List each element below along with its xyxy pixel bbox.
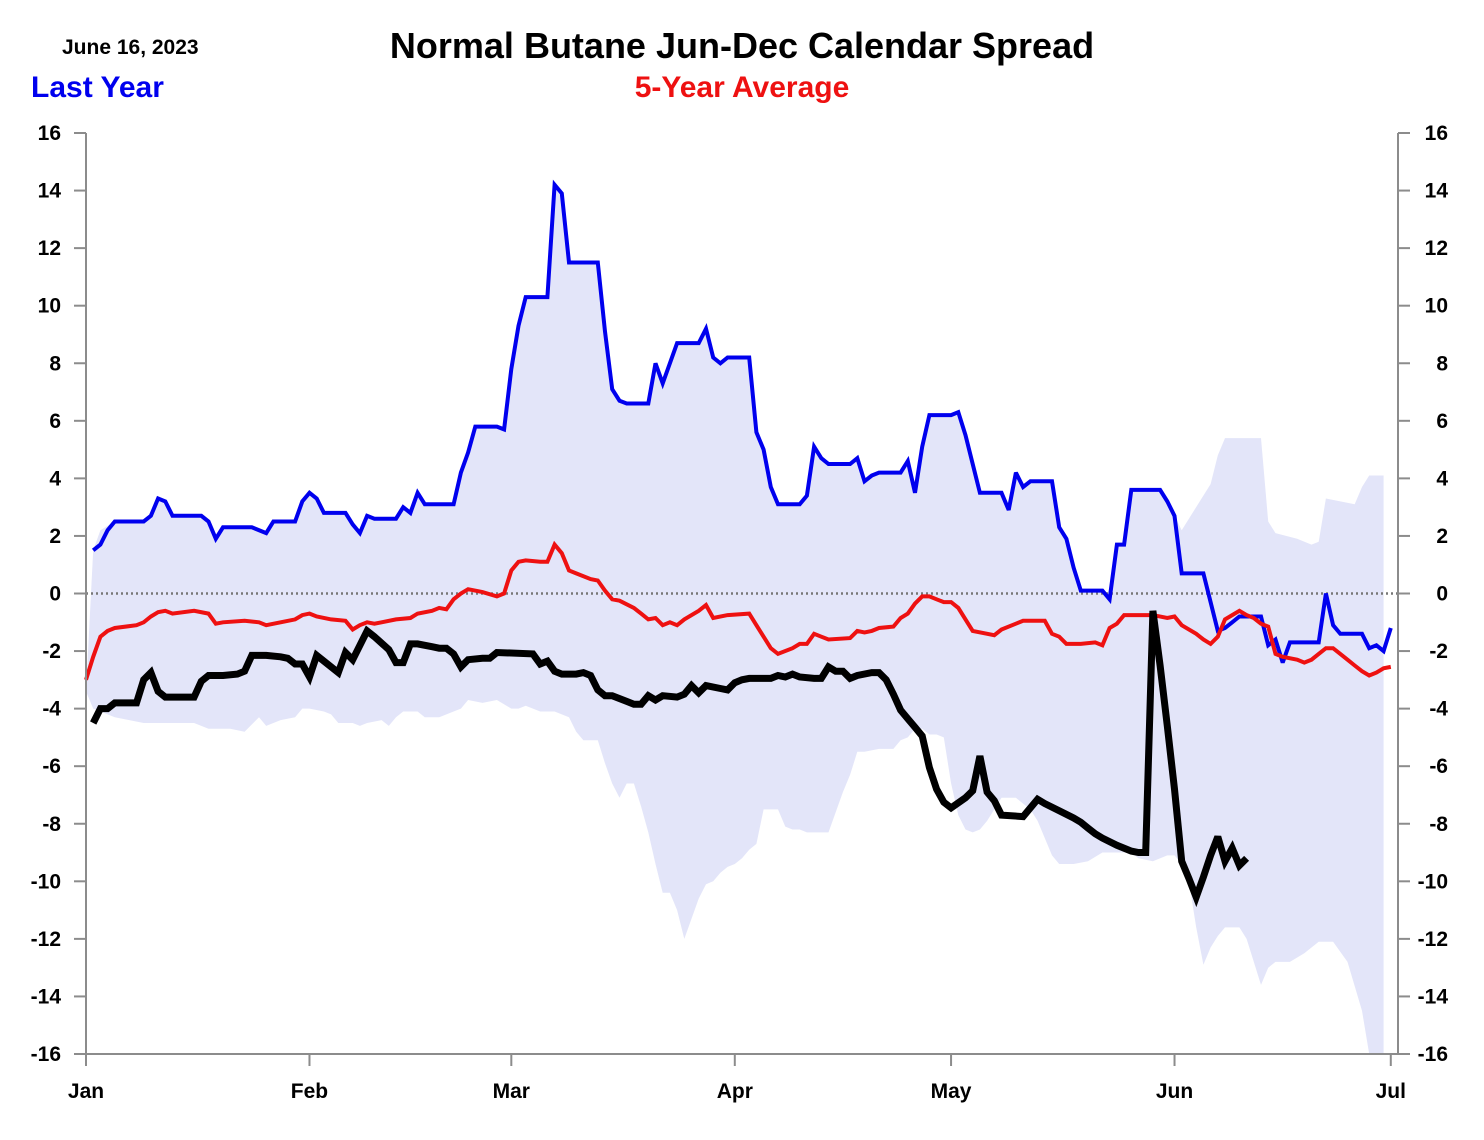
x-tick-label-apr: Apr [717,1080,753,1103]
chart-title: Normal Butane Jun-Dec Calendar Spread [390,25,1094,66]
series-line-last-year [91,179,1393,664]
y-tick-label-right: -2 [1429,640,1448,663]
y-tick-label-left: 4 [49,467,61,490]
series-line-2023 [90,610,1250,908]
y-tick-label-left: 6 [49,410,61,433]
y-tick-label-left: 14 [38,180,62,203]
y-tick-label-right: 10 [1425,295,1448,318]
series-line-5-year-average [84,540,1392,681]
y-tick-label-right: 4 [1436,467,1448,490]
x-tick-label-jul: Jul [1376,1080,1406,1103]
y-tick-label-right: -4 [1429,698,1448,721]
y-tick-label-left: 10 [38,295,61,318]
y-tick-label-right: -10 [1418,870,1448,893]
axis-layer: 16 16 14 14 12 12 10 10 8 8 6 6 4 4 2 2 0 0 -2 -2 -4 -4 -6 -6 -8… [31,122,1449,1103]
y-tick-label-right: 8 [1436,352,1448,375]
y-tick-label-left: 2 [49,525,61,548]
y-tick-label-left: 16 [38,122,61,145]
y-tick-label-right: -6 [1429,755,1448,778]
range-band-area [86,184,1384,1055]
y-tick-label-left: 0 [49,583,61,606]
y-tick-label-left: -10 [31,870,61,893]
y-tick-label-right: -12 [1418,928,1448,951]
legend-5-year-average: 5-Year Average [635,71,850,104]
y-tick-label-left: 8 [49,352,61,375]
y-tick-label-left: -6 [42,755,61,778]
x-tick-label-jan: Jan [68,1080,104,1103]
legend-last-year: Last Year [31,71,164,104]
date-label: June 16, 2023 [62,36,199,59]
y-tick-label-right: 6 [1436,410,1448,433]
x-tick-label-mar: Mar [493,1080,530,1103]
x-tick-label-feb: Feb [291,1080,328,1103]
range-band-layer [86,184,1384,1055]
y-tick-label-left: -8 [42,813,61,836]
y-tick-label-right: 12 [1425,237,1448,260]
y-tick-label-right: -16 [1418,1043,1448,1066]
y-tick-label-left: -12 [31,928,61,951]
y-tick-label-left: -4 [42,698,61,721]
y-tick-label-left: 12 [38,237,61,260]
y-tick-label-right: -8 [1429,813,1448,836]
y-tick-label-right: -14 [1418,985,1449,1008]
y-tick-label-right: 2 [1436,525,1448,548]
y-tick-label-left: -2 [42,640,61,663]
x-tick-label-jun: Jun [1156,1080,1193,1103]
series-layer [84,179,1393,908]
y-tick-label-right: 14 [1425,180,1449,203]
y-tick-label-left: -14 [31,985,62,1008]
y-tick-label-left: -16 [31,1043,61,1066]
y-tick-label-right: 16 [1425,122,1448,145]
x-tick-label-may: May [931,1080,972,1103]
y-tick-label-right: 0 [1436,583,1448,606]
